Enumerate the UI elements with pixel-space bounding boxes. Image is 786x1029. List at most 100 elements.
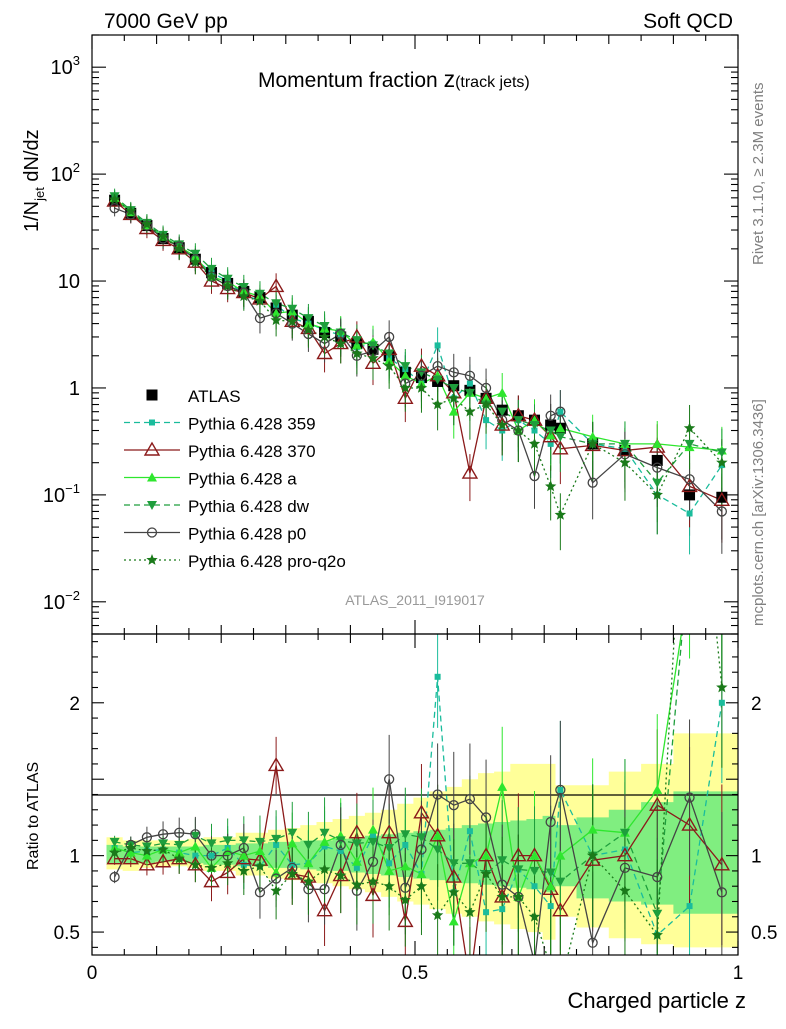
data-point-pq2o [554,508,567,520]
ratio-point-p370 [106,850,123,865]
ratio-point-pdw [109,837,120,847]
data-point-pq2o [619,456,631,468]
ratio-point-pa [545,881,556,891]
legend-marker-p370 [143,441,161,456]
data-point-pq2o [528,437,541,449]
data-point-p359 [483,417,490,424]
ratio-point-pa [416,868,427,878]
ratio-point-pq2o [286,868,298,879]
ratio-point-pp0 [530,958,539,967]
ratio-point-pp0 [270,873,282,884]
ratio-point-p359 [547,903,554,910]
ratio-point-pq2o [222,857,234,869]
ratio-point-pa [432,830,443,840]
ratio-line-pdw [114,634,683,914]
data-point-pq2o [335,337,347,349]
ratio-line-pp0 [114,779,723,955]
data-point-pp0 [464,370,476,381]
main-y-axis-title: 1/Njet dN/dz [21,129,47,232]
ratio-point-pq2o [448,886,460,898]
ratio-point-pdw [464,859,475,869]
ratio-point-pp0 [109,871,120,883]
data-point-pp0 [432,360,443,372]
ratio-point-p359 [434,673,441,680]
data-point-pq2o [512,424,525,436]
ratio-point-pa [303,858,314,868]
data-point-pdw [222,274,233,284]
data-point-pdw [384,349,395,359]
ratio-point-p370 [552,902,569,917]
ratio-point-p359 [686,903,693,910]
series-line-p359 [114,197,723,515]
y-tick-label-main: 10−2 [43,588,80,614]
data-point-pq2o [496,419,508,430]
data-point-pq2o [399,382,411,393]
ratio-line-p370 [114,765,723,955]
ratio-point-p359 [718,699,725,706]
y-tick-label-main: 10−1 [43,481,80,507]
y-tick-label-main: 1 [69,378,80,400]
series-line-p370 [114,200,723,501]
ratio-point-pa [652,784,663,794]
data-point-pq2o [189,256,202,268]
ratio-point-pq2o [157,843,169,855]
ratio-point-pq2o [480,868,492,879]
data-point-pq2o [254,295,266,306]
data-point-pdw [497,407,508,417]
data-point-pdw [432,375,443,385]
ratio-point-pp0 [319,884,330,895]
ratio-point-p370 [267,757,285,772]
data-point-pq2o [108,193,121,205]
data-point-pdw [555,432,566,442]
data-point-pp0 [529,470,540,482]
ratio-point-p370 [413,804,430,819]
x-axis-title: Charged particle z [567,988,746,1013]
ratio-point-p370 [681,816,698,831]
y-tick-label-ratio-left: 2 [69,694,80,715]
ratio-point-pdw [529,866,540,876]
ratio-point-pp0 [141,832,153,843]
data-point-pq2o [683,422,696,434]
data-point-pdw [416,368,427,378]
ratio-point-pa [368,824,379,834]
legend-label-pdw: Pythia 6.428 dw [188,497,310,516]
ratio-point-pp0 [384,774,395,785]
data-point-atlas [512,410,524,422]
data-point-pa [400,370,411,380]
ratio-point-p359 [402,841,409,848]
ratio-point-pp0 [587,937,598,948]
legend-label-p370: Pythia 6.428 370 [188,442,316,461]
ratio-point-pdw [206,839,217,849]
data-point-p370 [713,491,731,506]
ratio-point-pdw [303,840,314,850]
header-left: 7000 GeV pp [104,10,228,33]
ratio-point-pdw [174,840,185,850]
series-line-pq2o [114,198,723,517]
data-point-pq2o [157,230,169,242]
data-point-pq2o [480,398,492,410]
ratio-point-pa [400,861,411,871]
ratio-point-pq2o [238,864,250,876]
ratio-point-p370 [219,864,236,879]
data-point-pdw [448,383,459,393]
data-point-pq2o [205,270,218,282]
data-point-pq2o [270,314,282,326]
data-point-pq2o [286,315,298,327]
data-point-pdw [716,448,727,458]
data-point-p370 [542,428,559,443]
data-point-pq2o [125,205,137,216]
ratio-point-pq2o [108,846,121,858]
ratio-point-pp0 [157,829,169,840]
ratio-point-pa [287,838,298,848]
ratio-y-axis-title: Ratio to ATLAS [25,762,42,870]
ratio-point-pdw [222,836,233,846]
ratio-point-p359 [531,883,538,890]
ratio-point-pa [685,576,695,585]
main-panel-frame [91,34,739,635]
ratio-point-pp0 [400,882,411,893]
data-point-atlas [716,491,728,503]
ratio-point-p370 [429,827,446,842]
ratio-point-p370 [584,851,601,866]
ratio-point-pdw [384,844,395,853]
ratio-point-pq2o [335,869,347,881]
